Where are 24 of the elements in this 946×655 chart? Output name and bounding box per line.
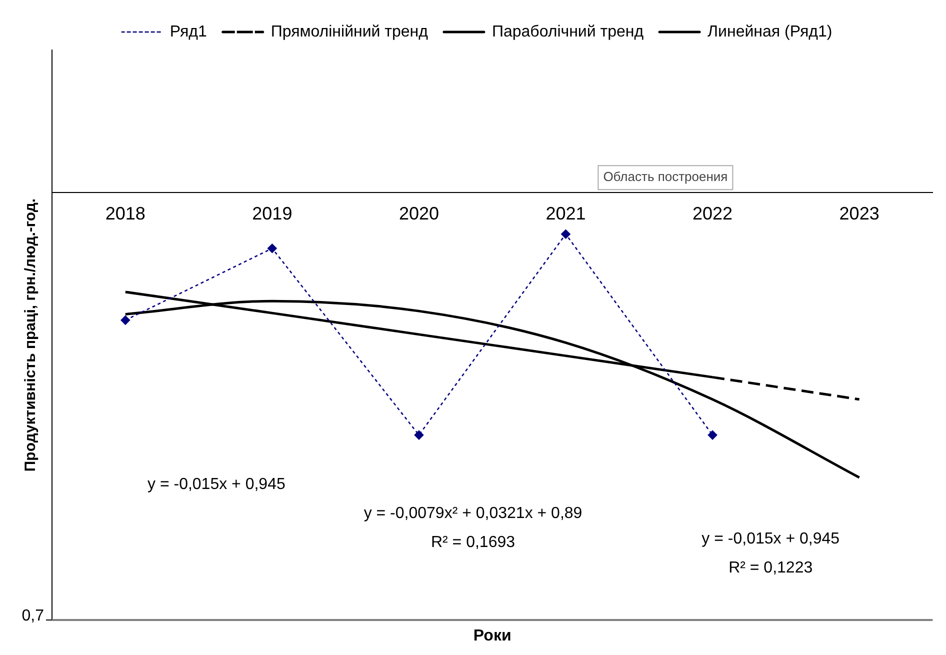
- annotation: y = -0,015x + 0,945: [148, 476, 286, 494]
- legend-label: Прямолінійний тренд: [270, 23, 429, 40]
- text: y = -0,0079x² + 0,0321x + 0,89: [364, 505, 582, 522]
- text: 0,7: [22, 607, 44, 624]
- x-tick-label: 2022: [692, 203, 733, 224]
- x-tick-label: 2018: [105, 203, 146, 224]
- y-axis-title: Продуктивність праці, грн./люд.-год.: [22, 198, 40, 472]
- point: [414, 430, 424, 440]
- x-tick-label: 2023: [839, 203, 880, 224]
- legend-label: Линейная (Ряд1): [708, 23, 832, 40]
- point: [708, 430, 718, 440]
- x-tick-label: 2020: [398, 203, 439, 224]
- x-tick-label: 2019: [252, 203, 292, 224]
- text: Роки: [473, 627, 512, 644]
- legend-label: Ряд1: [170, 23, 207, 40]
- text: R² = 0,1693: [430, 534, 516, 551]
- point: [268, 244, 277, 254]
- text: y = -0,015x + 0,945: [702, 530, 840, 548]
- x-tick-label: 2021: [546, 203, 586, 224]
- point: [561, 229, 570, 239]
- legend-label: Параболічний тренд: [492, 23, 644, 40]
- text: Область построения: [603, 169, 728, 184]
- text: R² = 0,1223: [728, 559, 813, 576]
- point: [120, 316, 130, 325]
